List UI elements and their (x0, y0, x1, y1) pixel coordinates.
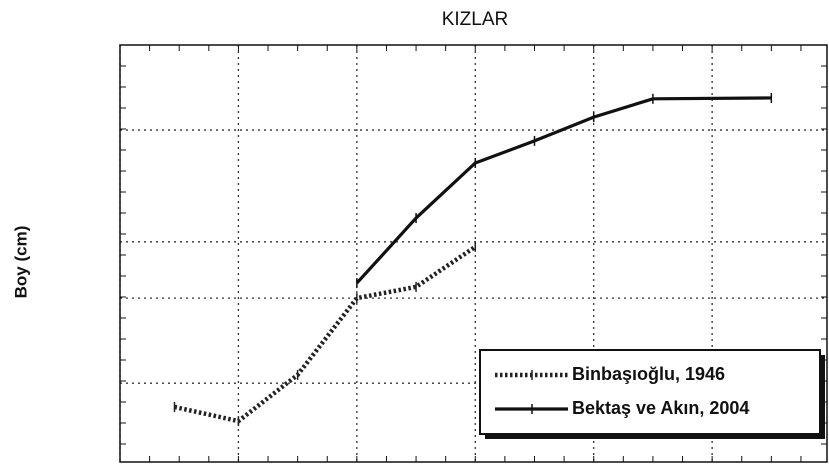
chart-title: KIZLAR (442, 9, 509, 30)
legend-label: Binbaşıoğlu, 1946 (572, 364, 725, 384)
legend-box (479, 349, 821, 435)
y-axis-label: Boy (cm) (11, 226, 30, 299)
plot-frame (119, 44, 828, 463)
series-line (355, 96, 772, 285)
series-line (173, 244, 477, 424)
legend-label: Bektaş ve Akın, 2004 (572, 398, 749, 418)
